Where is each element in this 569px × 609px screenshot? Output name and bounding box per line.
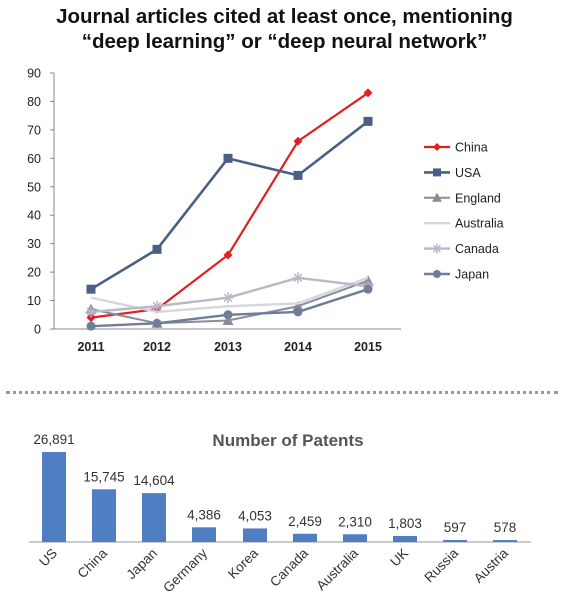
bar-category-label: UK <box>387 546 411 570</box>
data-point <box>152 318 162 328</box>
bar-category-label: Germany <box>160 545 210 595</box>
bar-value-label: 26,891 <box>33 432 74 447</box>
data-point <box>86 284 96 294</box>
series-china <box>86 88 373 323</box>
data-point <box>292 272 304 284</box>
legend-label: Canada <box>455 242 499 256</box>
data-point <box>292 300 304 311</box>
data-point <box>151 300 163 312</box>
legend-marker <box>432 243 442 254</box>
y-tick-label: 70 <box>27 123 41 137</box>
legend-item-usa: USA <box>424 166 481 180</box>
legend-item-canada: Canada <box>424 242 499 256</box>
bar-category-label: Australia <box>313 545 361 593</box>
x-tick-label: 2015 <box>354 340 382 354</box>
line-chart-title-line-2: “deep learning” or “deep neural network” <box>81 30 488 53</box>
section-divider <box>6 391 558 394</box>
bar-us <box>42 452 66 542</box>
y-tick-label: 60 <box>27 152 41 166</box>
y-tick-label: 0 <box>34 323 41 337</box>
legend-label: USA <box>455 166 481 180</box>
legend-label: Australia <box>455 217 504 231</box>
y-tick-label: 30 <box>27 237 41 251</box>
legend-label: England <box>455 191 501 205</box>
data-point <box>86 321 96 331</box>
bar-value-label: 2,459 <box>288 514 322 529</box>
bar-chart-title: Number of Patents <box>212 431 363 450</box>
legend-item-china: China <box>424 141 488 155</box>
bar-category-label: Korea <box>225 545 261 581</box>
data-point <box>363 284 373 294</box>
x-tick-label: 2014 <box>284 340 312 354</box>
bar-value-label: 4,053 <box>238 508 272 523</box>
bar-category-label: Austria <box>471 545 512 586</box>
bar-uk <box>393 535 417 542</box>
bar-value-label: 15,745 <box>83 469 124 484</box>
data-point <box>152 244 162 254</box>
data-point <box>223 250 233 260</box>
data-point <box>222 292 234 304</box>
legend-label: Japan <box>455 268 489 282</box>
data-point <box>293 170 303 180</box>
legend-marker <box>433 270 441 278</box>
bar-japan <box>142 493 166 542</box>
data-point <box>363 88 373 98</box>
bar-value-label: 14,604 <box>133 473 175 488</box>
legend-marker <box>433 168 441 177</box>
line-chart-title-line-1: Journal articles cited at least once, me… <box>56 5 513 28</box>
bar-category-label: Canada <box>267 545 311 589</box>
bar-austria <box>493 540 517 542</box>
y-tick-label: 20 <box>27 266 41 280</box>
legend-label: China <box>455 141 488 155</box>
data-point <box>223 310 233 320</box>
legend-item-australia: Australia <box>424 217 504 231</box>
series-canada <box>85 272 374 318</box>
x-tick-label: 2013 <box>214 340 242 354</box>
bar-category-label: China <box>75 545 111 581</box>
bar-china <box>92 489 116 542</box>
legend-item-england: England <box>424 191 501 205</box>
legend-marker <box>433 143 441 151</box>
line-chart-title: Journal articles cited at least once, me… <box>0 4 569 54</box>
bar-category-label: US <box>36 546 60 570</box>
data-point <box>223 153 233 163</box>
data-point <box>293 136 303 146</box>
bar-canada <box>293 533 317 542</box>
bar-value-label: 578 <box>494 520 517 535</box>
y-tick-label: 10 <box>27 294 41 308</box>
bar-russia <box>443 540 467 542</box>
y-tick-label: 50 <box>27 180 41 194</box>
y-tick-label: 40 <box>27 209 41 223</box>
bar-germany <box>192 527 216 542</box>
data-point <box>363 116 373 126</box>
legend-marker <box>432 192 442 202</box>
legend-item-japan: Japan <box>424 268 489 282</box>
bar-value-label: 1,803 <box>388 516 422 531</box>
data-point <box>222 314 234 325</box>
bar-category-label: Russia <box>421 545 461 585</box>
bar-category-label: Japan <box>123 546 160 583</box>
bar-korea <box>243 528 267 542</box>
series-japan <box>86 284 373 331</box>
x-tick-label: 2012 <box>143 340 171 354</box>
data-point <box>86 313 96 323</box>
bar-value-label: 597 <box>444 520 467 535</box>
bar-australia <box>343 534 367 542</box>
series-usa <box>86 116 373 294</box>
data-point <box>85 306 97 318</box>
bar-value-label: 2,310 <box>338 514 372 529</box>
x-tick-label: 2011 <box>77 340 104 354</box>
line-chart: 0 10 20 30 40 50 60 70 80 90 2011 2012 2013 2014 2015 C… <box>27 67 504 355</box>
y-tick-label: 90 <box>27 67 41 81</box>
data-point <box>293 307 303 317</box>
bar-value-label: 4,386 <box>187 507 221 522</box>
y-tick-label: 80 <box>27 95 41 109</box>
